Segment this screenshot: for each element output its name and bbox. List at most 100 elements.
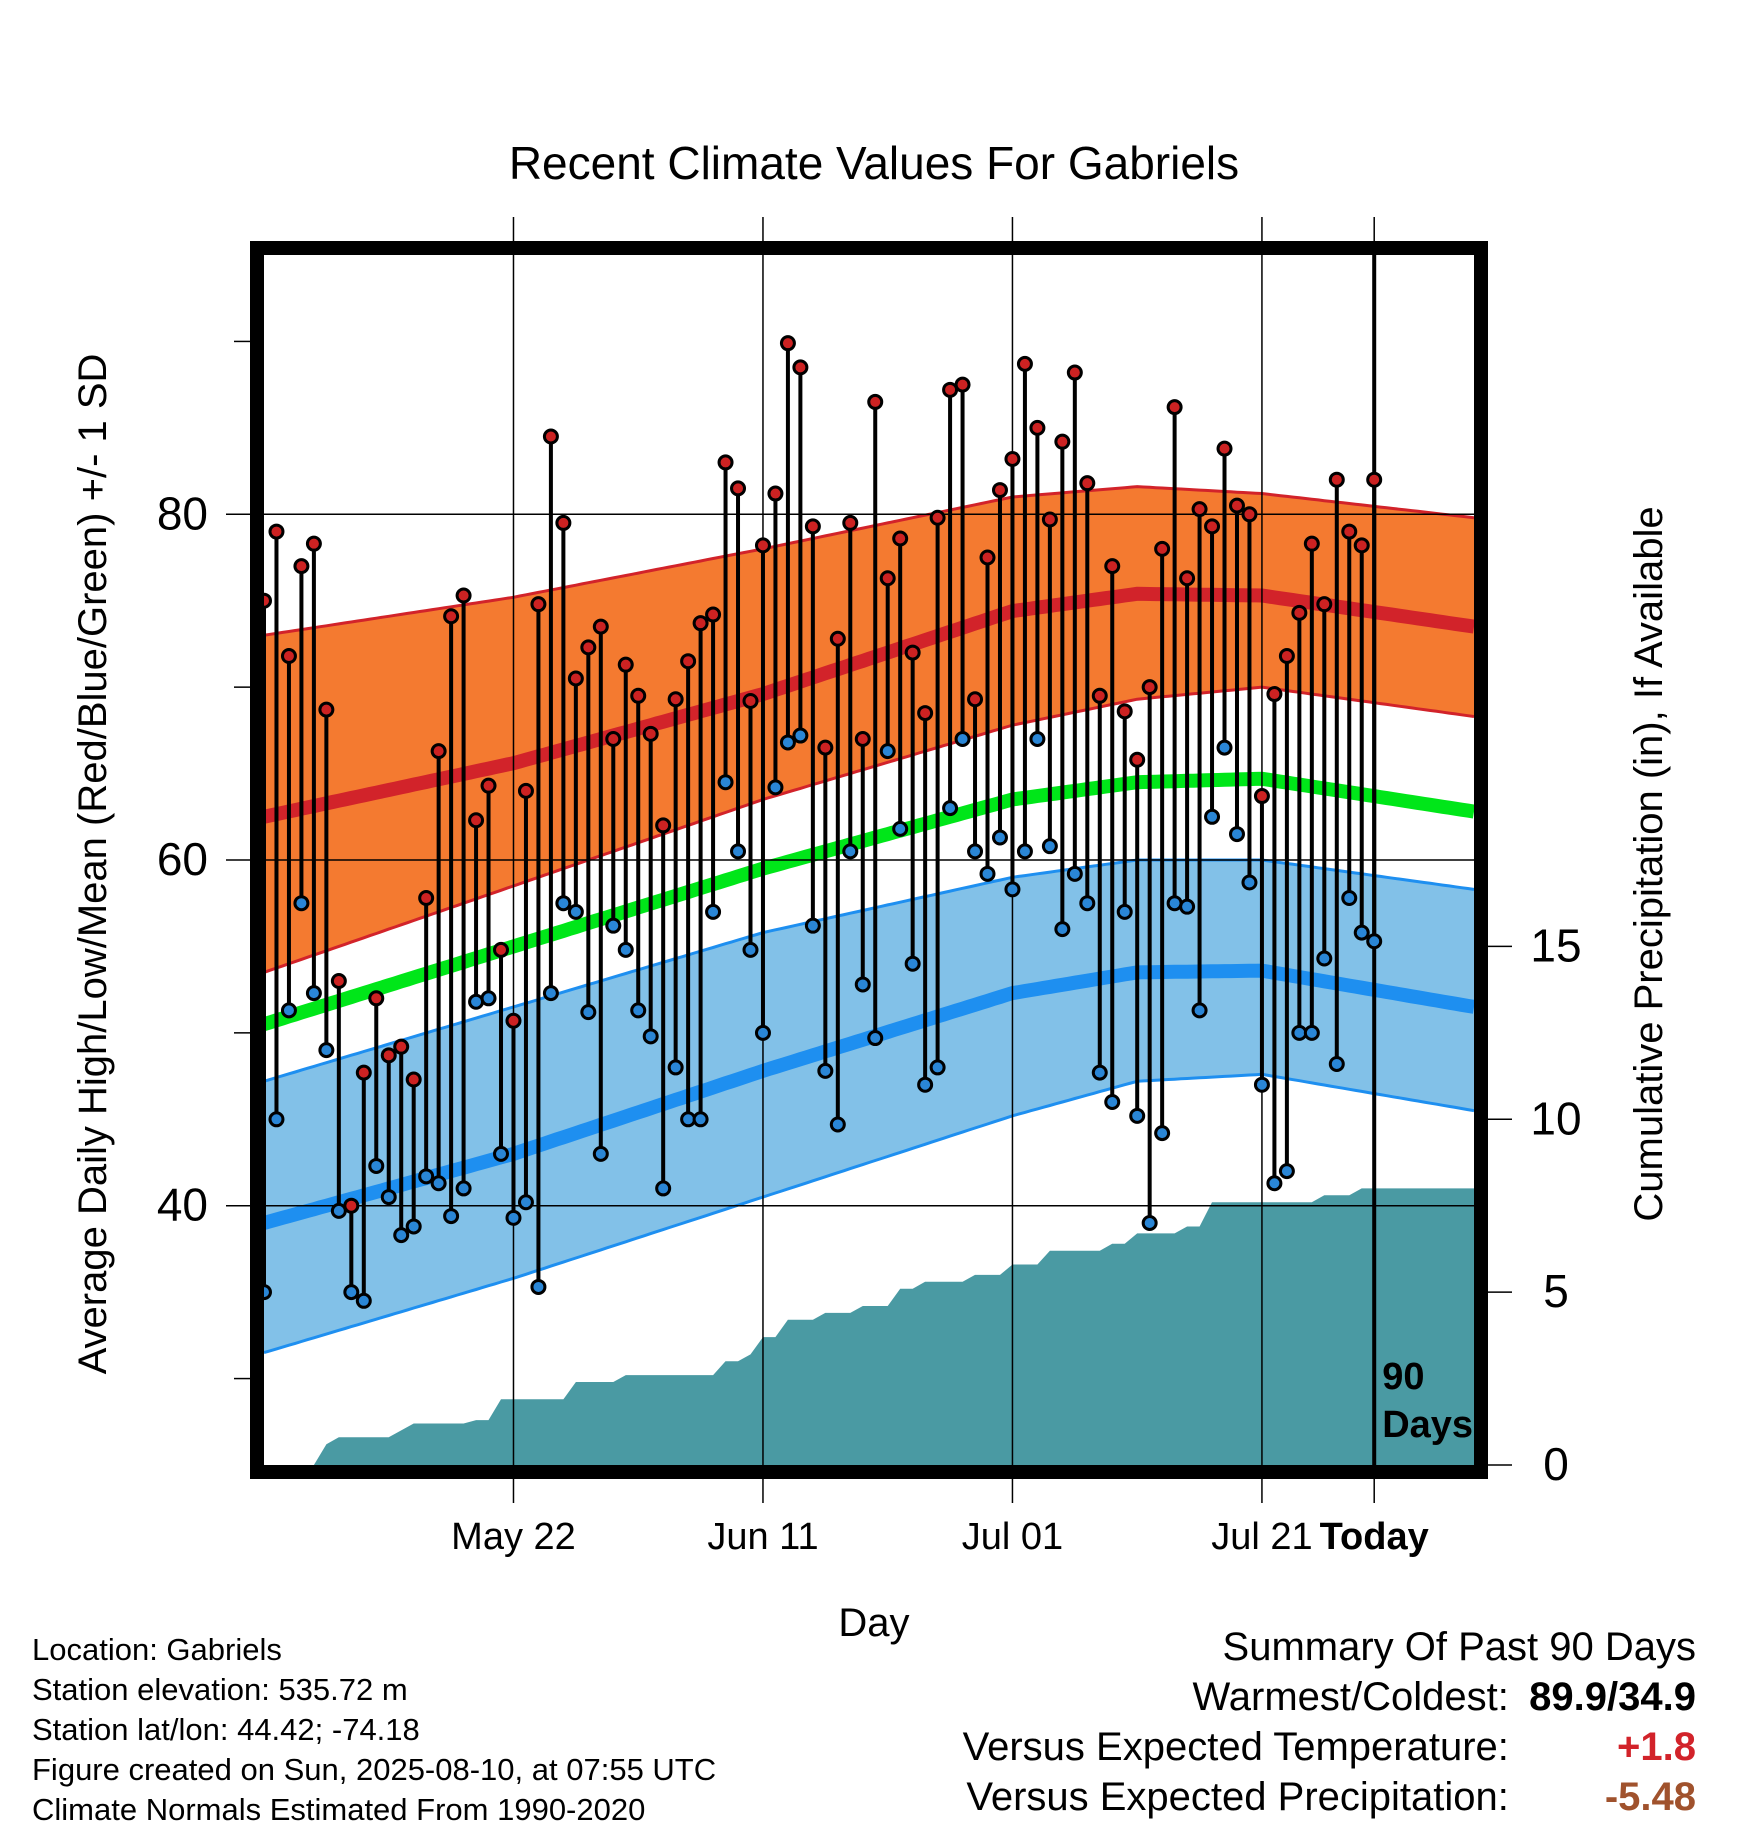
daily-high-point	[754, 537, 771, 554]
normal-low-upper-edge	[264, 858, 1474, 1083]
x-tick-label: Today	[1320, 1516, 1429, 1558]
daily-high-point	[1179, 570, 1196, 587]
daily-low-point	[1303, 1024, 1320, 1041]
daily-high-point	[817, 739, 834, 756]
daily-high-point	[418, 890, 435, 907]
daily-high-point	[991, 482, 1008, 499]
daily-high-point	[829, 630, 846, 647]
daily-high-point	[330, 973, 347, 989]
daily-high-point	[1316, 596, 1333, 613]
normal-high-upper-edge	[264, 485, 1474, 637]
daily-low-point	[1091, 1064, 1108, 1081]
daily-low-point	[1216, 739, 1233, 756]
daily-low-point	[717, 774, 734, 791]
plot-area: 90 Days May 22 Jun 11 Jul 01 Jul 21 Today 40 60 8…	[157, 217, 1582, 1558]
daily-high-point	[1154, 540, 1171, 557]
daily-low-point	[480, 990, 497, 1007]
daily-low-point	[817, 1062, 834, 1079]
daily-low-point	[455, 1180, 472, 1197]
daily-low-point	[1004, 881, 1021, 898]
daily-low-point	[655, 1180, 672, 1197]
daily-high-point	[779, 335, 796, 352]
daily-low-point	[605, 917, 622, 934]
daily-low-point	[592, 1145, 609, 1162]
daily-high-point	[530, 596, 547, 613]
y-tick-label-right: 5	[1543, 1265, 1569, 1317]
daily-high-point	[1129, 751, 1146, 768]
daily-high-point	[455, 587, 472, 604]
normal-high-band	[264, 486, 1474, 973]
daily-low-point	[280, 1002, 297, 1019]
daily-low-point	[1328, 1055, 1345, 1072]
daily-low-point	[393, 1227, 410, 1244]
daily-low-point	[754, 1024, 771, 1041]
daily-high-point	[592, 618, 609, 635]
x-axis-label: Day	[838, 1601, 909, 1645]
temp-departure-value: +1.8	[1617, 1725, 1696, 1769]
warmest-coldest-value: 89.9/34.9	[1529, 1675, 1696, 1719]
daily-low-point	[792, 727, 809, 744]
daily-high-point	[1191, 501, 1208, 518]
daily-low-point	[1228, 826, 1245, 843]
daily-low-point	[505, 1209, 522, 1226]
daily-low-point	[742, 941, 759, 958]
daily-low-point	[1179, 898, 1196, 915]
daily-low-point	[954, 731, 971, 747]
daily-low-point	[368, 1157, 385, 1174]
daily-low-point	[517, 1194, 534, 1211]
daily-high-point	[567, 670, 584, 687]
daily-low-point	[430, 1175, 447, 1192]
daily-low-point	[493, 1145, 510, 1162]
y-axis-label-left: Average Daily High/Low/Mean (Red/Blue/Gr…	[71, 354, 115, 1375]
normal-high-mean-line	[264, 586, 1474, 824]
daily-low-point	[580, 1004, 597, 1021]
y-tick-label-left: 60	[157, 833, 208, 885]
daily-low-point	[1129, 1107, 1146, 1124]
daily-high-point	[1253, 788, 1270, 805]
daily-high-point	[1054, 433, 1071, 450]
daily-low-point	[804, 917, 821, 934]
daily-high-point	[443, 608, 460, 625]
daily-low-point	[929, 1059, 946, 1076]
daily-low-point	[967, 843, 984, 860]
daily-low-point	[1079, 895, 1096, 912]
daily-high-point	[717, 454, 734, 471]
daily-high-point	[1353, 537, 1370, 554]
daily-high-point	[1241, 506, 1258, 523]
daily-high-point	[730, 480, 747, 497]
daily-low-point	[942, 800, 959, 817]
daily-low-point	[293, 895, 310, 912]
x-tick-label: Jul 21	[1211, 1516, 1312, 1558]
daily-low-point	[1266, 1175, 1283, 1192]
daily-high-point	[517, 782, 534, 799]
daily-low-point	[630, 1002, 647, 1019]
daily-high-point	[1141, 679, 1158, 696]
daily-low-point	[979, 865, 996, 882]
temp-departure-row: Versus Expected Temperature: +1.8	[963, 1722, 1696, 1772]
daily-high-point	[655, 817, 672, 834]
daily-high-point	[1228, 497, 1245, 514]
daily-high-point	[264, 592, 272, 609]
daily-high-point	[1079, 475, 1096, 492]
daily-low-point	[405, 1218, 422, 1235]
daily-high-point	[1041, 511, 1058, 528]
daily-high-point	[1216, 440, 1233, 457]
daily-high-point	[268, 523, 285, 540]
daily-high-point	[642, 725, 659, 742]
y-tick-label-right: 0	[1543, 1438, 1569, 1490]
elevation-text: Station elevation: 535.72 m	[32, 1672, 408, 1707]
precip-departure-label: Versus Expected Precipitation:	[966, 1775, 1509, 1819]
daily-low-point	[555, 895, 572, 912]
daily-low-point	[1366, 933, 1383, 950]
daily-low-point	[567, 903, 584, 920]
daily-high-point	[405, 1071, 422, 1088]
daily-high-point	[1366, 471, 1383, 488]
daily-low-point	[1278, 1163, 1295, 1180]
y-tick-label-left: 80	[157, 487, 208, 539]
normal-low-lower-edge	[264, 1072, 1474, 1355]
y-tick-label-right: 15	[1530, 919, 1581, 971]
daily-low-point	[854, 976, 871, 993]
daily-high-point	[879, 570, 896, 587]
daily-low-point	[1104, 1094, 1121, 1110]
